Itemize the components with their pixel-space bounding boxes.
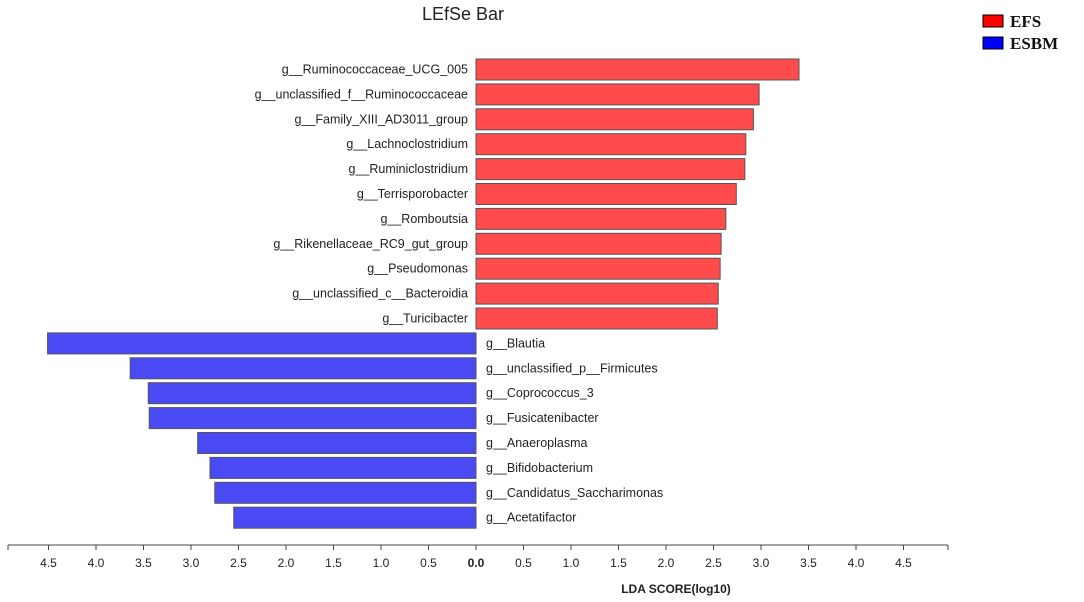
- x-tick-label-14: 2.5: [705, 556, 722, 570]
- bar-efs-3: [475, 133, 747, 156]
- x-tick-label-17: 4.0: [848, 556, 865, 570]
- bar-label-esbm-0: g__Blautia: [486, 336, 545, 350]
- bar-label-efs-2: g__Family_XIII_AD3011_group: [295, 112, 469, 126]
- legend-swatch-esbm: [982, 36, 1004, 50]
- bar-label-esbm-1: g__unclassified_p__Firmicutes: [486, 361, 658, 375]
- bar-esbm-3: [148, 407, 477, 430]
- x-tick-label-13: 2.0: [658, 556, 675, 570]
- x-axis-ticks: 4.5 4.0 3.5 3.0 2.5 2.0 1.5 1.0 0.5 0.0 0.5 1.0 1.5 2…: [7, 545, 949, 570]
- bar-label-efs-0: g__Ruminococcaceae_UCG_005: [282, 63, 468, 77]
- x-axis: 4.5 4.0 3.5 3.0 2.5 2.0 1.5 1.0 0.5 0.0 0.5 1.0 1.5 2…: [7, 544, 949, 596]
- x-tick-label-10: 0.5: [515, 556, 532, 570]
- x-tick-label-15: 3.0: [753, 556, 770, 570]
- bar-label-esbm-6: g__Candidatus_Saccharimonas: [486, 486, 663, 500]
- bars: [47, 58, 800, 529]
- bar-efs-10: [475, 307, 718, 330]
- bar-esbm-6: [214, 481, 477, 504]
- bar-esbm-0: [47, 332, 477, 355]
- bar-label-esbm-2: g__Coprococcus_3: [486, 386, 594, 400]
- x-tick-label-8: 0.5: [420, 556, 437, 570]
- legend-label-efs: EFS: [1010, 12, 1041, 31]
- bar-label-esbm-4: g__Anaeroplasma: [486, 436, 588, 450]
- bar-label-efs-5: g__Terrisporobacter: [357, 187, 468, 201]
- bar-label-efs-9: g__unclassified_c__Bacteroidia: [292, 287, 468, 301]
- bar-label-esbm-3: g__Fusicatenibacter: [486, 411, 599, 425]
- bar-label-efs-10: g__Turicibacter: [382, 312, 468, 326]
- bar-efs-1: [475, 83, 760, 106]
- bar-label-efs-1: g__unclassified_f__Ruminococcaceae: [255, 87, 468, 101]
- x-tick-label-16: 3.5: [800, 556, 817, 570]
- bar-esbm-1: [129, 357, 477, 380]
- x-tick-label-18: 4.5: [895, 556, 912, 570]
- x-tick-label-0: 4.5: [40, 556, 57, 570]
- x-axis-title: LDA SCORE(log10): [621, 582, 731, 596]
- bar-efs-5: [475, 183, 737, 205]
- legend-swatch-efs: [982, 14, 1004, 28]
- bar-esbm-5: [209, 456, 477, 479]
- bar-label-esbm-5: g__Bifidobacterium: [486, 461, 593, 475]
- bar-efs-8: [475, 257, 721, 280]
- bar-label-efs-8: g__Pseudomonas: [367, 262, 468, 276]
- x-tick-label-6: 1.5: [325, 556, 342, 570]
- bar-label-esbm-7: g__Acetatifactor: [486, 511, 576, 525]
- bar-efs-6: [475, 207, 727, 230]
- bar-efs-7: [475, 232, 722, 255]
- x-tick-label-4: 2.5: [230, 556, 247, 570]
- x-tick-label-11: 1.0: [563, 556, 580, 570]
- x-tick-label-5: 2.0: [278, 556, 295, 570]
- bar-label-efs-6: g__Romboutsia: [380, 212, 468, 226]
- bar-esbm-7: [233, 506, 477, 529]
- x-tick-label-9: 0.0: [468, 556, 485, 570]
- bar-efs-2: [475, 108, 754, 131]
- legend: EFS ESBM: [982, 12, 1058, 53]
- x-tick-label-3: 3.0: [183, 556, 200, 570]
- bar-esbm-2: [147, 382, 477, 405]
- chart-title: LEfSe Bar: [422, 4, 504, 24]
- bar-label-efs-7: g__Rikenellaceae_RC9_gut_group: [273, 237, 468, 251]
- bar-efs-0: [475, 58, 800, 81]
- bar-efs-4: [475, 158, 746, 181]
- legend-label-esbm: ESBM: [1010, 34, 1058, 53]
- bar-labels: g__Ruminococcaceae_UCG_005 g__unclassifie…: [255, 63, 664, 525]
- bar-label-efs-3: g__Lachnoclostridium: [346, 137, 468, 151]
- bar-label-efs-4: g__Ruminiclostridium: [349, 162, 469, 176]
- bar-esbm-4: [197, 432, 477, 454]
- bar-efs-9: [475, 282, 719, 305]
- x-tick-label-2: 3.5: [135, 556, 152, 570]
- x-tick-label-7: 1.0: [373, 556, 390, 570]
- x-tick-label-12: 1.5: [610, 556, 627, 570]
- x-tick-label-1: 4.0: [88, 556, 105, 570]
